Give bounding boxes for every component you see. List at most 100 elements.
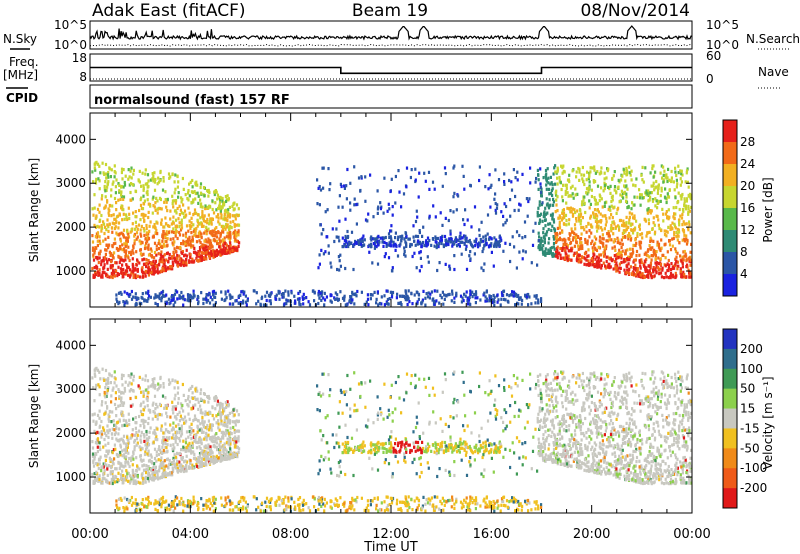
power-echo-cell xyxy=(153,188,157,192)
power-echo-cell xyxy=(680,172,683,176)
velocity-echo-cell xyxy=(142,476,145,481)
power-echo-cell xyxy=(674,275,677,279)
power-echo-cell xyxy=(521,236,524,240)
velocity-echo-cell xyxy=(167,466,170,470)
power-echo-cell xyxy=(658,272,661,276)
power-echo-cell xyxy=(197,234,200,239)
power-echo-cell xyxy=(678,241,681,245)
power-echo-cell xyxy=(601,233,604,237)
power-echo-cell xyxy=(628,215,631,219)
power-echo-cell xyxy=(571,169,574,173)
power-echo-cell xyxy=(482,247,485,251)
power-echo-cell xyxy=(544,174,547,178)
power-echo-cell xyxy=(181,250,184,254)
noise-hi-label-right: 10^5 xyxy=(706,18,739,32)
power-echo-cell xyxy=(565,187,568,191)
power-echo-cell xyxy=(494,240,497,244)
power-echo-cell xyxy=(377,242,380,246)
power-echo-cell xyxy=(146,236,149,240)
power-echo-cell xyxy=(399,301,402,305)
power-echo-cell xyxy=(573,251,576,255)
power-echo-cell xyxy=(575,219,578,223)
power-echo-cell xyxy=(191,257,194,261)
power-echo-cell xyxy=(196,258,199,262)
velocity-echo-cell xyxy=(166,457,169,461)
power-echo-cell xyxy=(678,230,681,234)
power-echo-cell xyxy=(112,242,115,246)
power-echo-cell xyxy=(198,246,202,250)
power-echo-cell xyxy=(619,193,622,197)
power-echo-cell xyxy=(574,210,577,215)
power-echo-cell xyxy=(115,261,118,265)
power-echo-cell xyxy=(323,291,326,295)
power-echo-cell xyxy=(594,212,598,217)
power-echo-cell xyxy=(228,233,231,237)
power-echo-cell xyxy=(635,219,638,223)
power-echo-cell xyxy=(682,250,685,254)
power-echo-cell xyxy=(405,292,408,296)
power-echo-cell xyxy=(394,242,397,246)
power-echo-cell xyxy=(542,227,545,231)
velocity-echo-cell xyxy=(235,409,239,413)
power-echo-cell xyxy=(229,246,232,250)
power-echo-cell xyxy=(301,297,305,301)
power-echo-cell xyxy=(199,216,202,220)
power-echo-cell xyxy=(607,230,610,234)
power-echo-cell xyxy=(674,212,677,216)
power-echo-cell xyxy=(194,191,197,196)
power-echo-cell xyxy=(639,271,642,275)
power-echo-cell xyxy=(338,268,341,272)
power-echo-cell xyxy=(624,179,627,183)
power-echo-cell xyxy=(463,292,466,296)
power-echo-cell xyxy=(653,274,656,278)
power-echo-cell xyxy=(191,200,195,204)
power-echo-cell xyxy=(587,221,590,225)
power-echo-cell xyxy=(406,294,409,298)
velocity-echo-cell xyxy=(146,379,150,383)
power-echo-cell xyxy=(649,191,652,195)
power-echo-cell xyxy=(416,234,420,239)
power-echo-cell xyxy=(546,167,549,171)
power-echo-cell xyxy=(687,268,690,272)
power-echo-cell xyxy=(101,226,104,230)
velocity-echo-cell xyxy=(153,462,156,466)
power-echo-cell xyxy=(620,260,623,265)
power-echo-cell xyxy=(126,266,129,270)
power-echo-cell xyxy=(582,198,585,202)
power-echo-cell xyxy=(128,250,131,255)
power-echo-cell xyxy=(473,292,476,297)
power-echo-cell xyxy=(603,181,606,185)
power-echo-cell xyxy=(115,293,118,297)
velocity-echo-cell xyxy=(106,391,109,395)
power-echo-cell xyxy=(655,199,658,203)
power-echo-cell xyxy=(544,250,547,254)
power-echo-cell xyxy=(224,292,227,296)
power-echo-cell xyxy=(257,299,260,303)
power-echo-cell xyxy=(471,245,475,249)
power-echo-cell xyxy=(171,298,174,302)
power-echo-cell xyxy=(142,275,145,279)
power-echo-cell xyxy=(583,252,587,256)
power-echo-cell xyxy=(672,236,675,241)
power-echo-cell xyxy=(629,234,632,238)
velocity-echo-cell xyxy=(120,373,124,377)
power-echo-cell xyxy=(213,239,217,243)
power-echo-cell xyxy=(632,243,635,247)
power-echo-cell xyxy=(505,218,508,222)
power-echo-cell xyxy=(636,267,639,271)
velocity-echo-cell xyxy=(118,395,121,399)
power-echo-cell xyxy=(514,303,517,307)
power-echo-cell xyxy=(222,245,225,249)
power-echo-cell xyxy=(191,238,194,242)
velocity-echo-cell xyxy=(113,423,116,427)
power-echo-cell xyxy=(219,245,222,249)
power-echo-cell xyxy=(227,197,230,201)
velocity-echo-cell xyxy=(133,445,136,449)
velocity-echo-cell xyxy=(107,435,110,439)
power-echo-cell xyxy=(580,226,583,230)
power-echo-cell xyxy=(424,303,427,307)
power-echo-cell xyxy=(117,226,120,230)
velocity-echo-cell xyxy=(103,390,106,395)
power-echo-cell xyxy=(109,275,112,279)
